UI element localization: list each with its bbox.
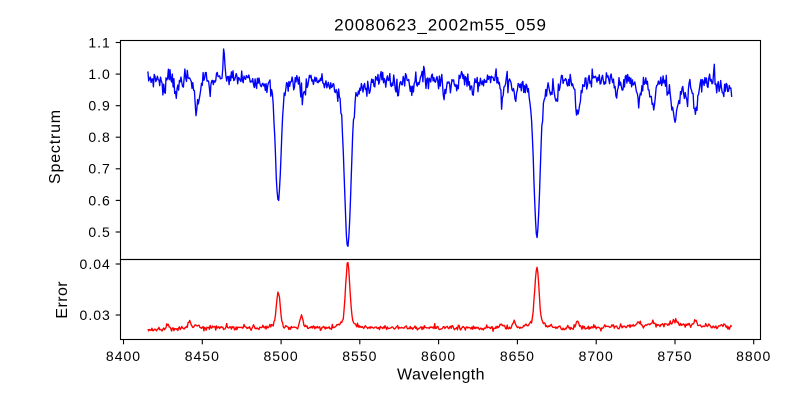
svg-text:8800: 8800 bbox=[736, 348, 771, 364]
svg-text:1.1: 1.1 bbox=[88, 34, 110, 50]
svg-text:Spectrum: Spectrum bbox=[47, 109, 64, 184]
svg-text:0.6: 0.6 bbox=[88, 192, 110, 208]
svg-text:0.7: 0.7 bbox=[88, 161, 110, 177]
svg-text:8550: 8550 bbox=[342, 348, 377, 364]
svg-text:0.5: 0.5 bbox=[88, 224, 110, 240]
svg-text:8700: 8700 bbox=[579, 348, 614, 364]
svg-text:0.8: 0.8 bbox=[88, 129, 110, 145]
svg-text:8400: 8400 bbox=[106, 348, 141, 364]
svg-text:1.0: 1.0 bbox=[88, 66, 110, 82]
svg-text:Wavelength: Wavelength bbox=[397, 367, 485, 384]
svg-text:0.03: 0.03 bbox=[80, 307, 111, 323]
svg-text:8450: 8450 bbox=[185, 348, 220, 364]
svg-text:0.9: 0.9 bbox=[88, 98, 110, 114]
svg-text:8650: 8650 bbox=[500, 348, 535, 364]
svg-text:8500: 8500 bbox=[264, 348, 299, 364]
svg-text:20080623_2002m55_059: 20080623_2002m55_059 bbox=[334, 15, 547, 34]
svg-text:8600: 8600 bbox=[421, 348, 456, 364]
svg-text:0.04: 0.04 bbox=[80, 256, 111, 272]
svg-text:8750: 8750 bbox=[657, 348, 692, 364]
svg-text:Error: Error bbox=[54, 281, 71, 319]
